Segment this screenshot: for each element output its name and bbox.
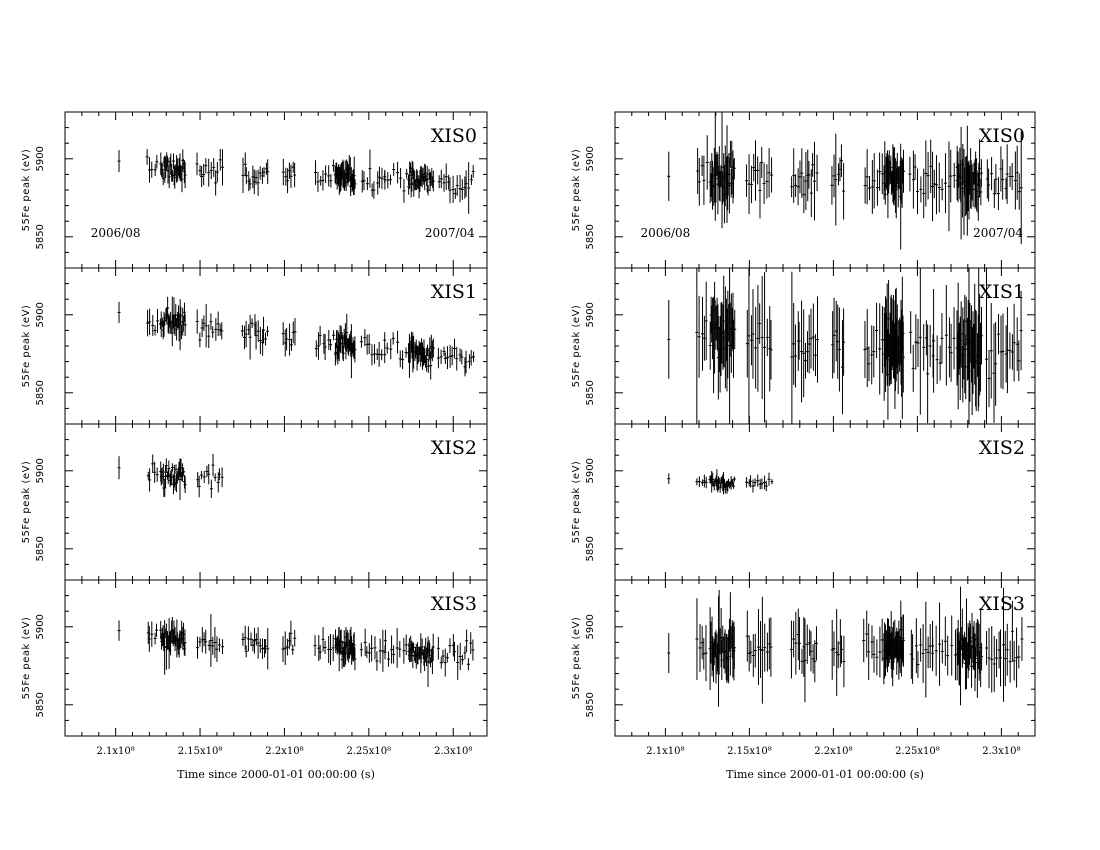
y-tick-label: 5900 <box>35 146 46 171</box>
x-axis-label: Time since 2000-01-01 00:00:00 (s) <box>726 768 924 781</box>
data-points <box>667 268 1023 424</box>
y-tick-label: 5900 <box>585 146 596 171</box>
panel-frame <box>64 423 488 581</box>
data-points <box>117 296 476 380</box>
y-tick-label: 5900 <box>585 458 596 483</box>
x-tick-label: 2.1x10⁸ <box>96 746 134 757</box>
x-tick-label: 2.2x10⁸ <box>265 746 303 757</box>
date-annotation: 2006/08 <box>91 226 141 240</box>
panel-label: XIS0 <box>431 125 477 147</box>
y-axis-label: 55Fe peak (eV) <box>571 461 582 544</box>
x-tick-label: 2.1x10⁸ <box>646 746 684 757</box>
y-tick-label: 5850 <box>35 224 46 249</box>
panel-label: XIS1 <box>979 281 1025 303</box>
x-tick-label: 2.3x10⁸ <box>434 746 472 757</box>
y-axis-label: 55Fe peak (eV) <box>571 617 582 700</box>
data-points <box>117 148 475 214</box>
panel-label: XIS3 <box>979 593 1025 615</box>
panel-frame <box>614 423 1036 581</box>
y-tick-label: 5900 <box>35 458 46 483</box>
y-tick-label: 5900 <box>585 614 596 639</box>
date-annotation: 2007/04 <box>425 226 475 240</box>
y-tick-label: 5900 <box>35 302 46 327</box>
x-tick-label: 2.25x10⁸ <box>347 746 392 757</box>
y-tick-label: 5850 <box>35 536 46 561</box>
data-points <box>667 112 1023 250</box>
x-tick-label: 2.2x10⁸ <box>814 746 852 757</box>
y-axis-label: 55Fe peak (eV) <box>21 149 32 232</box>
y-tick-label: 5850 <box>585 224 596 249</box>
date-annotation: 2007/04 <box>973 226 1023 240</box>
y-axis-label: 55Fe peak (eV) <box>571 149 582 232</box>
data-points <box>667 586 1024 707</box>
data-points <box>667 469 774 495</box>
panel-label: XIS1 <box>431 281 477 303</box>
y-axis-label: 55Fe peak (eV) <box>21 461 32 544</box>
x-axis-label: Time since 2000-01-01 00:00:00 (s) <box>177 768 375 781</box>
panel-label: XIS3 <box>431 593 477 615</box>
data-points <box>117 614 475 688</box>
panel-label: XIS2 <box>431 437 477 459</box>
panel-label: XIS2 <box>979 437 1025 459</box>
panel-frame <box>64 111 488 269</box>
y-axis-label: 55Fe peak (eV) <box>21 305 32 388</box>
y-tick-label: 5850 <box>35 692 46 717</box>
y-axis-label: 55Fe peak (eV) <box>571 305 582 388</box>
x-tick-label: 2.3x10⁸ <box>982 746 1020 757</box>
y-tick-label: 5850 <box>585 380 596 405</box>
data-points <box>117 453 224 501</box>
y-tick-label: 5850 <box>585 536 596 561</box>
y-tick-label: 5850 <box>585 692 596 717</box>
y-axis-label: 55Fe peak (eV) <box>21 617 32 700</box>
x-tick-label: 2.25x10⁸ <box>895 746 940 757</box>
x-tick-label: 2.15x10⁸ <box>178 746 223 757</box>
date-annotation: 2006/08 <box>640 226 690 240</box>
y-tick-label: 5850 <box>35 380 46 405</box>
x-tick-label: 2.15x10⁸ <box>727 746 772 757</box>
y-tick-label: 5900 <box>585 302 596 327</box>
panel-label: XIS0 <box>979 125 1025 147</box>
y-tick-label: 5900 <box>35 614 46 639</box>
